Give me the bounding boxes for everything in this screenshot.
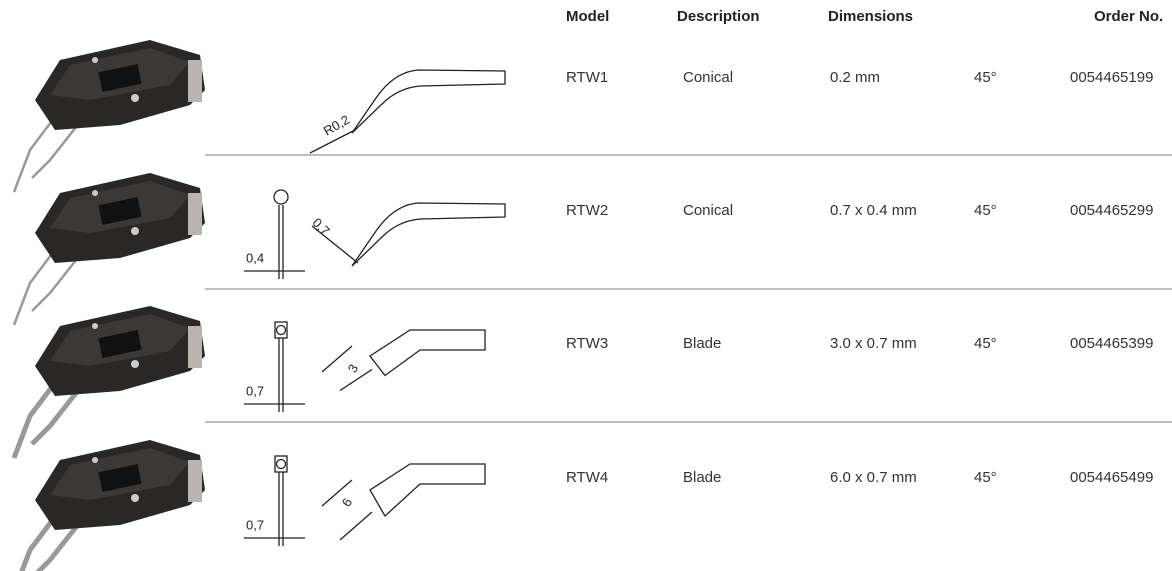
tip-end <box>274 455 288 473</box>
tip-profile <box>351 202 506 267</box>
drawing-label: 6 <box>339 495 356 509</box>
drawing-label: 0,7 <box>246 383 264 398</box>
tip-end <box>275 324 287 336</box>
model: RTW2 <box>566 202 608 219</box>
model: RTW3 <box>566 335 608 352</box>
tip-photo <box>19 440 205 571</box>
tip-profile <box>369 329 486 377</box>
metal <box>188 326 202 368</box>
dimensions: 3.0 x 0.7 mm <box>830 335 917 352</box>
tip-end <box>273 189 289 205</box>
angle: 45° <box>974 69 997 86</box>
screw <box>92 57 98 63</box>
header-order-no: Order No. <box>1094 8 1163 25</box>
dim-line <box>309 129 356 154</box>
order-no: 0054465499 <box>1070 469 1153 486</box>
tip-drawing: 0,76 <box>244 455 486 546</box>
tip-photo <box>12 40 205 193</box>
prong <box>11 374 62 459</box>
screw <box>131 360 139 368</box>
window <box>98 64 142 92</box>
screw <box>92 190 98 196</box>
dimensions: 0.7 x 0.4 mm <box>830 202 917 219</box>
description: Blade <box>683 335 721 352</box>
order-no: 0054465299 <box>1070 202 1153 219</box>
screw <box>92 457 98 463</box>
drawing-label: 0,4 <box>246 250 264 265</box>
screw <box>131 227 139 235</box>
description: Conical <box>683 202 733 219</box>
prong <box>30 386 82 446</box>
order-no: 0054465199 <box>1070 69 1153 86</box>
window <box>98 330 142 358</box>
dimensions: 0.2 mm <box>830 69 880 86</box>
header-model: Model <box>566 8 609 25</box>
screw <box>131 494 139 502</box>
header-description: Description <box>677 8 760 25</box>
metal <box>188 193 202 235</box>
tip-photo <box>12 173 205 326</box>
prong <box>31 121 81 179</box>
description: Conical <box>683 69 733 86</box>
angle: 45° <box>974 469 997 486</box>
drawing-label: 0,7 <box>246 517 264 532</box>
tip-drawing: 0,73 <box>244 321 486 412</box>
tip-end <box>275 458 287 470</box>
tip-profile <box>351 69 506 134</box>
tip-photo <box>11 306 205 459</box>
angle: 45° <box>974 335 997 352</box>
tip-stem <box>278 205 284 279</box>
prong <box>35 520 82 571</box>
drawing-label: 3 <box>345 361 362 375</box>
screw <box>92 323 98 329</box>
tip-profile <box>369 463 486 518</box>
metal <box>188 60 202 102</box>
dim-line <box>321 345 373 392</box>
model: RTW4 <box>566 469 608 486</box>
prong <box>12 242 61 326</box>
dimensions: 6.0 x 0.7 mm <box>830 469 917 486</box>
tip-stem <box>278 472 284 546</box>
metal <box>188 460 202 502</box>
header-dimensions: Dimensions <box>828 8 913 25</box>
dim-line <box>311 225 359 264</box>
model: RTW1 <box>566 69 608 86</box>
prong <box>12 109 61 193</box>
order-no: 0054465399 <box>1070 335 1153 352</box>
description: Blade <box>683 469 721 486</box>
tip-stem <box>278 338 284 412</box>
tip-drawing: 0,40,7 <box>244 189 506 279</box>
dim-line <box>321 479 373 541</box>
tip-drawing: R0,2 <box>309 69 506 154</box>
angle: 45° <box>974 202 997 219</box>
tip-end <box>274 321 288 339</box>
window <box>98 197 142 225</box>
screw <box>131 94 139 102</box>
prong <box>19 508 62 571</box>
prong <box>31 254 81 312</box>
window <box>98 464 142 492</box>
